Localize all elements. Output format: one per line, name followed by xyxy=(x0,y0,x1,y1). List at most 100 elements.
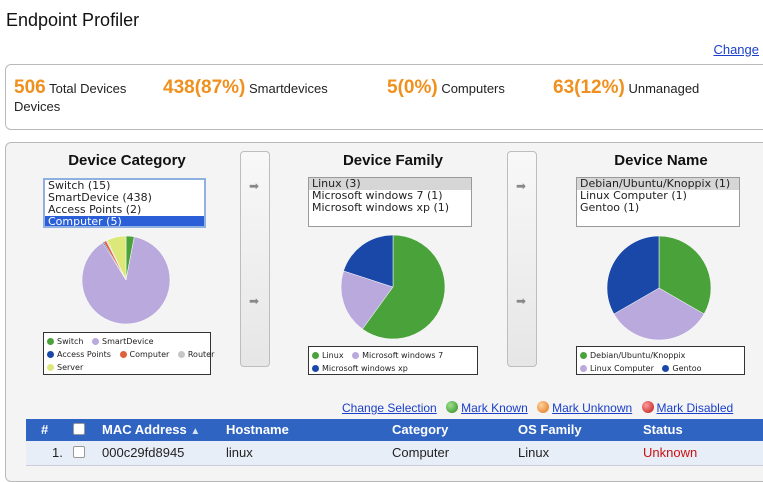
legend-swatch xyxy=(312,352,319,359)
unmanaged-label: Unmanaged xyxy=(628,81,700,96)
pie-slice-debian-ubuntu-knoppix[interactable] xyxy=(658,235,712,315)
action-bar: Change Selection Mark Known Mark Unknown… xyxy=(342,401,739,415)
row-status: Unknown xyxy=(643,445,698,460)
devices-table: # MAC Address ▲ Hostname Category OS Fam… xyxy=(26,419,763,466)
device-family-legend: Linux Microsoft windows 7 Microsoft wind… xyxy=(308,346,478,375)
legend-swatch xyxy=(47,351,54,358)
legend-swatch xyxy=(177,351,185,358)
legend-label: Debian/Ubuntu/Knoppix xyxy=(590,351,686,360)
column-header-number: # xyxy=(41,422,49,437)
legend-swatch xyxy=(580,352,587,359)
legend-swatch xyxy=(119,351,127,358)
mark-disabled-link[interactable]: Mark Disabled xyxy=(656,401,734,415)
column-header-category[interactable]: Category xyxy=(392,422,449,437)
smartdevices-label: Smartdevices xyxy=(249,81,328,96)
mark-unknown-link[interactable]: Mark Unknown xyxy=(552,401,633,415)
arrow-right-icon[interactable]: ➡ xyxy=(516,294,527,308)
pie-slice-linux[interactable] xyxy=(362,234,446,340)
row-checkbox[interactable] xyxy=(73,441,85,465)
legend-label: Linux xyxy=(322,351,344,360)
row-category: Computer xyxy=(392,445,450,460)
legend-label: Linux Computer xyxy=(590,364,654,373)
row-number: 1. xyxy=(52,445,63,460)
orange-ball-icon xyxy=(537,401,550,413)
device-name-title: Device Name xyxy=(614,152,708,169)
legend-swatch xyxy=(47,364,54,371)
unmanaged-summary: 63(12%) Unmanaged xyxy=(553,77,699,99)
page-title: Endpoint Profiler xyxy=(6,10,140,30)
column-header-hostname[interactable]: Hostname xyxy=(226,422,289,437)
pie-slice-gentoo[interactable] xyxy=(606,235,660,315)
smartdevices-count: 438(87%) xyxy=(163,77,246,98)
legend-swatch xyxy=(662,365,670,372)
row-mac-address: 000c29fd8945 xyxy=(102,445,185,460)
row-os-family: Linux xyxy=(518,445,550,460)
device-family-list[interactable]: Linux (3) Microsoft windows 7 (1) Micros… xyxy=(308,177,472,227)
change-link[interactable]: Change xyxy=(713,42,759,57)
pie-slice-smartdevice[interactable] xyxy=(81,236,171,325)
green-ball-icon xyxy=(446,401,459,413)
smartdevices-summary: 438(87%) Smartdevices xyxy=(163,77,328,99)
column-header-os-family[interactable]: OS Family xyxy=(518,422,582,437)
list-item[interactable]: Gentoo (1) xyxy=(580,201,640,214)
list-item[interactable]: Computer (5) xyxy=(45,216,204,226)
legend-swatch xyxy=(580,365,587,372)
red-ball-icon xyxy=(641,401,654,413)
legend-label: Microsoft windows xp xyxy=(322,364,408,373)
arrow-right-icon[interactable]: ➡ xyxy=(249,179,260,193)
mark-known-link[interactable]: Mark Known xyxy=(461,401,528,415)
unmanaged-label-wrap: Devices xyxy=(14,99,61,114)
legend-label: Switch xyxy=(57,337,84,346)
table-header: # MAC Address ▲ Hostname Category OS Fam… xyxy=(26,419,763,441)
unmanaged-count: 63(12%) xyxy=(553,77,625,98)
arrow-right-icon[interactable]: ➡ xyxy=(249,294,260,308)
legend-label: Server xyxy=(57,363,84,372)
row-hostname: linux xyxy=(226,445,253,460)
device-category-legend: Switch SmartDevice Access Points Compute… xyxy=(43,332,214,375)
category-to-family-arrows: ➡ ➡ xyxy=(240,151,270,367)
select-all-checkbox[interactable] xyxy=(73,419,85,441)
legend-label: Gentoo xyxy=(672,364,702,373)
total-devices-label: Total Devices xyxy=(49,81,127,96)
sort-ascending-icon: ▲ xyxy=(190,426,201,437)
list-item[interactable]: Debian/Ubuntu/Knoppix (1) xyxy=(577,178,739,190)
column-header-mac[interactable]: MAC Address ▲ xyxy=(102,419,200,443)
pie-slice-server[interactable] xyxy=(106,235,127,281)
total-devices-summary: 506 Total Devices xyxy=(14,77,126,99)
device-family-pie xyxy=(340,234,446,340)
legend-label: Access Points xyxy=(57,350,111,359)
legend-label: Microsoft windows 7 xyxy=(362,351,444,360)
list-item[interactable]: Microsoft windows 7 (1) xyxy=(312,189,443,202)
list-item[interactable]: Microsoft windows xp (1) xyxy=(312,201,450,214)
list-item[interactable]: Linux (3) xyxy=(309,178,471,190)
pie-slice-linux-computer[interactable] xyxy=(613,287,705,341)
pie-slice-microsoft-windows-7[interactable] xyxy=(340,270,394,330)
list-item[interactable]: SmartDevice (438) xyxy=(48,191,152,204)
pie-slice-microsoft-windows-xp[interactable] xyxy=(343,234,394,288)
column-header-mac-label: MAC Address xyxy=(102,422,187,437)
list-item[interactable]: Switch (15) xyxy=(48,179,111,192)
legend-label: Router xyxy=(187,350,215,359)
arrow-right-icon[interactable]: ➡ xyxy=(516,179,527,193)
summary-box: 506 Total Devices 438(87%) Smartdevices … xyxy=(5,64,763,130)
legend-swatch xyxy=(312,365,319,372)
legend-label: Computer xyxy=(129,350,170,359)
legend-swatch xyxy=(47,338,54,345)
legend-swatch xyxy=(352,352,360,359)
change-selection-link[interactable]: Change Selection xyxy=(342,401,437,415)
column-header-status[interactable]: Status xyxy=(643,422,683,437)
family-to-name-arrows: ➡ ➡ xyxy=(507,151,537,367)
device-name-pie xyxy=(606,235,712,341)
computers-summary: 5(0%) Computers xyxy=(387,77,505,99)
device-name-legend: Debian/Ubuntu/Knoppix Linux Computer Gen… xyxy=(576,346,745,375)
device-name-list[interactable]: Debian/Ubuntu/Knoppix (1) Linux Computer… xyxy=(576,177,740,227)
table-row[interactable]: 1. 000c29fd8945 linux Computer Linux Unk… xyxy=(26,441,763,466)
legend-swatch xyxy=(92,338,99,345)
list-item[interactable]: Linux Computer (1) xyxy=(580,189,687,202)
legend-label: SmartDevice xyxy=(102,337,154,346)
list-item[interactable]: Access Points (2) xyxy=(48,203,142,216)
computers-count: 5(0%) xyxy=(387,77,438,98)
device-category-list[interactable]: Switch (15) SmartDevice (438) Access Poi… xyxy=(43,178,206,228)
device-category-pie xyxy=(81,235,171,325)
device-family-title: Device Family xyxy=(342,152,444,169)
